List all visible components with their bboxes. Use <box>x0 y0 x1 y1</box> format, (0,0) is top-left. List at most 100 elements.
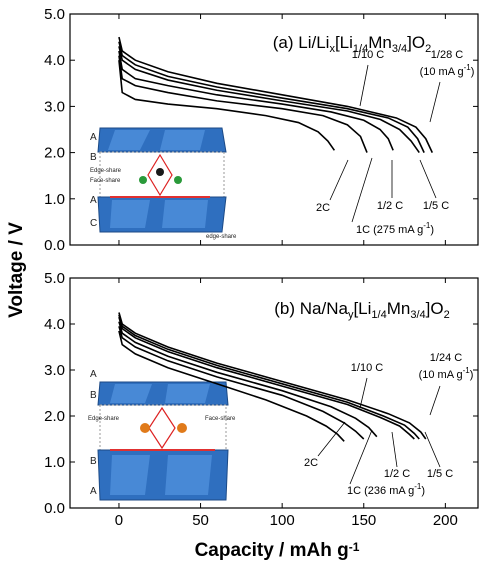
leader-line <box>329 159 349 201</box>
rate-label: 2C <box>316 202 330 214</box>
inset-label: Edge-share <box>90 168 122 174</box>
text-part: 1/4 <box>353 43 368 55</box>
text-part: (a) Li/Li <box>273 33 330 52</box>
rate-label: (10 mA g-1) <box>420 63 475 78</box>
x-tick-label: 50 <box>192 512 209 529</box>
y-tick-label: 4.0 <box>44 52 65 69</box>
text-part: 1/28 C <box>431 49 463 61</box>
text-part: (b) Na/Na <box>274 299 348 318</box>
text-part: 1/24 C <box>430 352 462 364</box>
rate-label: 1C (275 mA g-1) <box>356 221 434 236</box>
leader-line <box>391 431 398 468</box>
text-part: 1/10 C <box>352 49 384 61</box>
text-part: [Li <box>353 299 371 318</box>
rate-label: 1/5 C <box>427 468 453 480</box>
leader-line <box>424 431 441 468</box>
inset-label: B <box>90 390 97 401</box>
text-part: 1C (275 mA g <box>356 224 423 236</box>
text-part: -1 <box>464 63 472 72</box>
text-part: -1 <box>349 540 360 554</box>
text-part: 1/2 C <box>384 468 410 480</box>
leader-line <box>419 159 437 199</box>
discharge-curve <box>118 326 365 440</box>
rate-label: 1/2 C <box>377 200 403 212</box>
rate-label: 1/2 C <box>384 468 410 480</box>
rate-label: 1/24 C <box>430 352 462 364</box>
text-part: 1/2 C <box>377 200 403 212</box>
discharge-curve <box>118 314 420 440</box>
inset-structure-a <box>97 127 227 233</box>
discharge-curve <box>118 321 378 438</box>
text-part: (10 mA g <box>419 369 463 381</box>
y-tick-label: 4.0 <box>44 316 65 333</box>
text-part: 1/5 C <box>427 468 453 480</box>
text-part: (10 mA g <box>420 66 464 78</box>
leader-line <box>429 81 441 123</box>
y-tick-label: 1.0 <box>44 191 65 208</box>
discharge-curve <box>118 50 394 151</box>
inset-label: edge-share <box>206 234 237 240</box>
text-part: y <box>348 309 354 321</box>
x-tick-label: 200 <box>433 512 458 529</box>
discharge-curve <box>118 36 434 153</box>
inset-label: A <box>90 195 97 206</box>
text-part: ]O <box>426 299 444 318</box>
inset-label: B <box>90 152 97 163</box>
rate-label: 1/10 C <box>351 362 383 374</box>
rate-label: 2C <box>304 457 318 469</box>
text-part: 1/10 C <box>351 362 383 374</box>
text-part: Mn <box>368 33 392 52</box>
y-tick-label: 2.0 <box>44 145 65 162</box>
inset-label: Face-share <box>205 416 236 422</box>
text-part: ) <box>470 369 474 381</box>
leader-line <box>351 157 373 223</box>
text-part: ) <box>430 224 434 236</box>
discharge-curve <box>118 330 345 442</box>
text-part: 2 <box>425 43 431 55</box>
text-part: ) <box>471 66 475 78</box>
rate-label: (10 mA g-1) <box>419 366 474 381</box>
discharge-curve <box>118 55 368 153</box>
text-part: 1/4 <box>371 309 386 321</box>
x-tick-label: 100 <box>270 512 295 529</box>
panel-title: (b) Na/Nay[Li1/4Mn3/4]O2 <box>274 299 449 321</box>
text-part: 3/4 <box>392 43 407 55</box>
y-tick-label: 0.0 <box>44 237 65 254</box>
y-tick-label: 5.0 <box>44 270 65 287</box>
y-tick-label: 5.0 <box>44 6 65 23</box>
text-part: x <box>329 43 335 55</box>
text-part: 2C <box>316 202 330 214</box>
y-tick-label: 3.0 <box>44 362 65 379</box>
inset-label: C <box>90 218 97 229</box>
rate-label: 1C (236 mA g-1) <box>347 482 425 497</box>
discharge-curve <box>118 316 415 440</box>
leader-line <box>317 421 346 457</box>
y-tick-label: 1.0 <box>44 454 65 471</box>
leader-line <box>359 377 368 409</box>
text-part: -1 <box>414 482 422 491</box>
inset-label: A <box>90 132 97 143</box>
text-part: -1 <box>423 221 431 230</box>
inset-label: A <box>90 486 97 497</box>
text-part: -1 <box>463 366 471 375</box>
inset-label: B <box>90 456 97 467</box>
x-axis-label: Capacity / mAh g-1 <box>195 540 360 561</box>
rate-label: 1/28 C <box>431 49 463 61</box>
rate-label: 1/5 C <box>423 200 449 212</box>
discharge-curve <box>118 312 427 440</box>
inset-label: A <box>90 369 97 380</box>
text-part: 1/5 C <box>423 200 449 212</box>
x-tick-label: 0 <box>115 512 123 529</box>
leader-line <box>349 429 373 485</box>
text-part: Capacity / mAh g <box>195 540 349 561</box>
y-tick-label: 0.0 <box>44 500 65 517</box>
inset-label: Edge-share <box>88 416 120 422</box>
text-part: ) <box>421 485 425 497</box>
text-part: Mn <box>387 299 411 318</box>
inset-label: Face-share <box>90 178 121 184</box>
y-axis-label: Voltage / V <box>6 222 27 318</box>
y-tick-label: 2.0 <box>44 408 65 425</box>
inset-structure-b <box>97 381 229 501</box>
text-part: 2 <box>444 309 450 321</box>
